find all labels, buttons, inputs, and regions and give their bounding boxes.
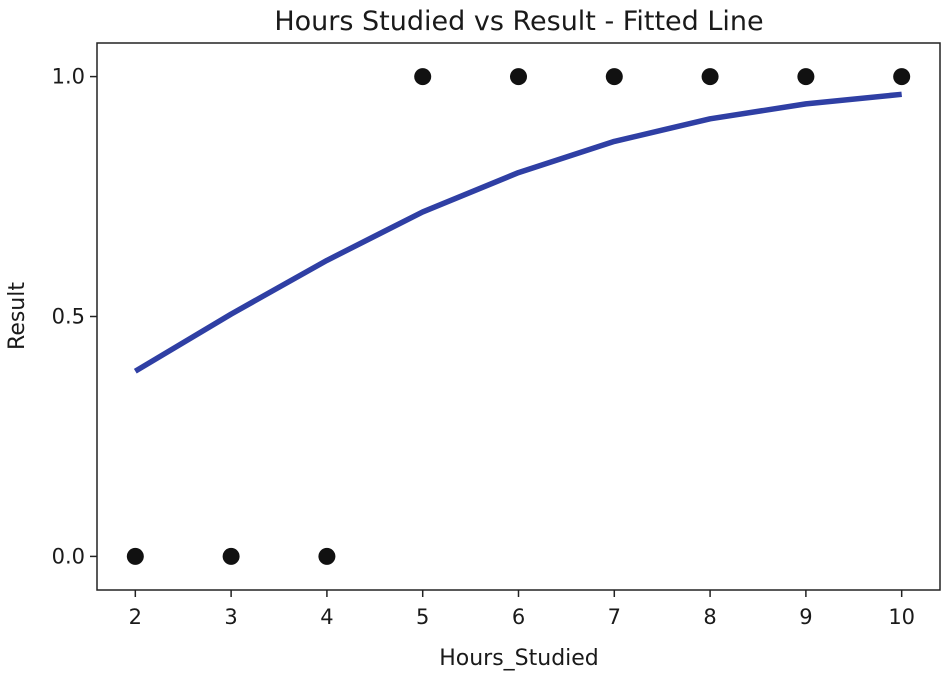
scatter-point bbox=[893, 68, 911, 86]
x-axis-label: Hours_Studied bbox=[439, 646, 599, 671]
scatter-point bbox=[797, 68, 815, 86]
x-tick-label: 8 bbox=[703, 605, 716, 629]
x-tick-label: 4 bbox=[320, 605, 333, 629]
scatter-point bbox=[414, 68, 432, 86]
y-tick-label: 0.5 bbox=[52, 305, 85, 329]
x-tick-label: 9 bbox=[799, 605, 812, 629]
y-tick-label: 0.0 bbox=[52, 544, 85, 568]
x-axis-ticks: 2 3 4 5 6 7 8 9 10 bbox=[129, 590, 915, 629]
x-tick-label: 7 bbox=[608, 605, 621, 629]
scatter-point bbox=[605, 68, 623, 86]
scatter-point bbox=[318, 547, 336, 565]
scatter-point bbox=[222, 547, 240, 565]
x-tick-label: 3 bbox=[224, 605, 237, 629]
y-axis-label: Result bbox=[5, 282, 30, 350]
scatter-point bbox=[126, 547, 144, 565]
scatter-points bbox=[126, 68, 911, 565]
x-tick-label: 10 bbox=[888, 605, 915, 629]
plot-area: 2 3 4 5 6 7 8 9 10 0.0 0.5 1.0 bbox=[52, 42, 941, 629]
x-tick-label: 6 bbox=[512, 605, 525, 629]
fitted-line bbox=[133, 91, 902, 374]
scatter-point bbox=[701, 68, 719, 86]
y-tick-label: 1.0 bbox=[52, 65, 85, 89]
chart-title: Hours Studied vs Result - Fitted Line bbox=[274, 6, 763, 37]
scatter-point bbox=[510, 68, 527, 86]
y-axis-ticks: 0.0 0.5 1.0 bbox=[52, 65, 97, 568]
x-tick-label: 5 bbox=[416, 605, 429, 629]
x-tick-label: 2 bbox=[129, 605, 142, 629]
